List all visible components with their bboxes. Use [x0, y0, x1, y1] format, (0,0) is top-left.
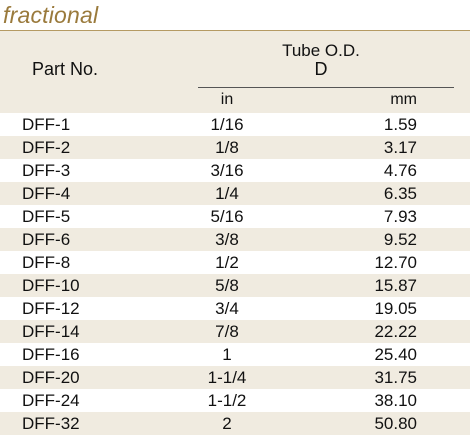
table-row: DFF-32 2 50.80: [0, 412, 470, 435]
od-inch-cell: 1/2: [215, 253, 239, 272]
part-number-cell: DFF-4: [22, 184, 71, 203]
od-mm-cell: 25.40: [374, 345, 417, 364]
table-row: DFF-3 3/16 4.76: [0, 159, 470, 182]
unit-mm-header: mm: [390, 91, 417, 108]
part-number-cell: DFF-24: [22, 391, 80, 410]
table-row: DFF-5 5/16 7.93: [0, 205, 470, 228]
od-mm-cell: 12.70: [374, 253, 417, 272]
table-row: DFF-14 7/8 22.22: [0, 320, 470, 343]
tube-od-header: Tube O.D. D: [188, 41, 454, 79]
table-row: DFF-16 1 25.40: [0, 343, 470, 366]
od-mm-cell: 1.59: [383, 115, 417, 134]
od-mm-cell: 4.76: [383, 161, 417, 180]
part-number-cell: DFF-12: [22, 299, 80, 318]
od-inch-cell: 1/8: [215, 138, 239, 157]
table-row: DFF-4 1/4 6.35: [0, 182, 470, 205]
od-inch-cell: 1/4: [215, 184, 239, 203]
od-inch-cell: 7/8: [215, 322, 239, 341]
od-inch-cell: 3/16: [210, 161, 244, 180]
table-row: DFF-12 3/4 19.05: [0, 297, 470, 320]
od-mm-cell: 19.05: [374, 299, 417, 318]
tube-od-label: Tube O.D.: [282, 41, 360, 60]
od-mm-cell: 15.87: [374, 276, 417, 295]
section-title: fractional: [3, 2, 99, 28]
part-number-cell: DFF-8: [22, 253, 71, 272]
table-row: DFF-1 1/16 1.59: [0, 113, 470, 136]
od-mm-cell: 31.75: [374, 368, 417, 387]
od-inch-cell: 3/8: [215, 230, 239, 249]
part-number-cell: DFF-14: [22, 322, 80, 341]
part-number-cell: DFF-1: [22, 115, 71, 134]
header-divider: [198, 87, 454, 88]
od-mm-cell: 38.10: [374, 391, 417, 410]
od-inch-cell: 5/8: [215, 276, 239, 295]
od-inch-cell: 2: [222, 414, 232, 433]
od-inch-cell: 3/4: [215, 299, 239, 318]
unit-in-header: in: [220, 91, 234, 108]
part-number-cell: DFF-3: [22, 161, 71, 180]
od-inch-cell: 1-1/4: [207, 368, 247, 387]
title-divider: [0, 30, 470, 31]
table-row: DFF-20 1-1/4 31.75: [0, 366, 470, 389]
part-number-cell: DFF-16: [22, 345, 80, 364]
table-row: DFF-8 1/2 12.70: [0, 251, 470, 274]
od-mm-cell: 3.17: [383, 138, 417, 157]
part-number-cell: DFF-20: [22, 368, 80, 387]
table-header: Part No. Tube O.D. D in mm: [0, 31, 470, 113]
part-number-cell: DFF-6: [22, 230, 71, 249]
od-inch-cell: 5/16: [210, 207, 244, 226]
table-row: DFF-2 1/8 3.17: [0, 136, 470, 159]
dimension-table: Part No. Tube O.D. D in mm DFF-1 1/16 1.…: [0, 31, 470, 445]
od-mm-cell: 9.52: [383, 230, 417, 249]
part-number-cell: DFF-32: [22, 414, 80, 433]
od-mm-cell: 50.80: [374, 414, 417, 433]
part-number-cell: DFF-2: [22, 138, 71, 157]
tube-od-symbol: D: [314, 59, 328, 79]
od-mm-cell: 22.22: [374, 322, 417, 341]
od-inch-cell: 1: [222, 345, 232, 364]
od-mm-cell: 6.35: [383, 184, 417, 203]
od-inch-cell: 1-1/2: [207, 391, 247, 410]
part-number-cell: DFF-10: [22, 276, 80, 295]
table-body: DFF-1 1/16 1.59 DFF-2 1/8 3.17 DFF-3 3/1…: [0, 113, 470, 435]
od-mm-cell: 7.93: [383, 207, 417, 226]
od-inch-cell: 1/16: [210, 115, 244, 134]
part-number-cell: DFF-5: [22, 207, 71, 226]
table-row: DFF-24 1-1/2 38.10: [0, 389, 470, 412]
part-number-header: Part No.: [31, 59, 99, 79]
table-row: DFF-6 3/8 9.52: [0, 228, 470, 251]
table-row: DFF-10 5/8 15.87: [0, 274, 470, 297]
